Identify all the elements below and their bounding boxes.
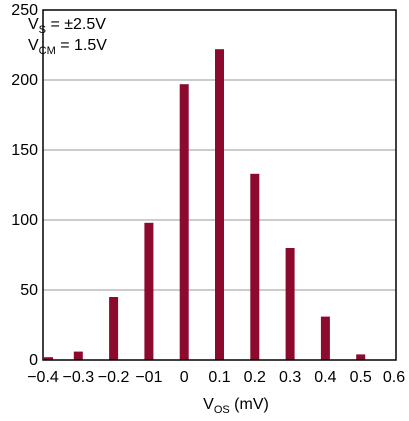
- y-tick-label-4: 200: [11, 72, 38, 89]
- x-tick-label-9: 0.5: [350, 369, 372, 386]
- plot-frame: [42, 9, 397, 361]
- y-tick-label-1: 50: [20, 282, 38, 299]
- bar-4: [179, 84, 189, 360]
- bar-1: [73, 351, 83, 360]
- bar-7: [285, 248, 295, 360]
- annotation-vcm-sub: CM: [39, 45, 56, 57]
- y-tick-labels: 0 50 100 150 200 250: [11, 2, 38, 369]
- y-tick-label-2: 100: [11, 212, 38, 229]
- bar-2: [109, 297, 119, 360]
- x-tick-label-7: 0.3: [279, 369, 301, 386]
- annotations: VS = ±2.5V VCM = 1.5V: [28, 16, 107, 57]
- x-tick-label-4: 0: [180, 369, 189, 386]
- x-axis-label-main: V: [203, 396, 214, 413]
- bar-6: [250, 173, 260, 360]
- bar-0: [44, 357, 53, 360]
- x-tick-label-8: 0.4: [314, 369, 336, 386]
- x-tick-label-10: 0.6: [383, 369, 405, 386]
- bar-9: [356, 354, 366, 360]
- annotation-vcm-rest: = 1.5V: [56, 37, 107, 54]
- x-tick-label-2: −0.2: [98, 369, 130, 386]
- bar-8: [320, 316, 330, 360]
- bar-5: [215, 49, 224, 360]
- x-tick-label-1: −0.3: [63, 369, 95, 386]
- bar-3: [144, 222, 154, 360]
- annotation-vs-rest: = ±2.5V: [46, 16, 106, 33]
- x-axis-label: VOS (mV): [203, 396, 269, 416]
- x-tick-label-0: −0.4: [27, 369, 59, 386]
- annotation-vs-main: V: [28, 16, 39, 33]
- x-tick-label-3: −01: [135, 369, 162, 386]
- x-axis-label-sub: OS: [214, 404, 230, 416]
- annotation-vcm: VCM = 1.5V: [28, 37, 107, 57]
- x-tick-labels: −0.4 −0.3 −0.2 −01 0 0.1 0.2 0.3 0.4 0.5 0.6: [27, 369, 405, 386]
- annotation-vcm-main: V: [28, 37, 39, 54]
- y-tick-label-5: 250: [11, 2, 38, 19]
- y-tick-label-0: 0: [29, 352, 38, 369]
- x-tick-label-5: 0.1: [208, 369, 230, 386]
- y-tick-label-3: 150: [11, 142, 38, 159]
- bars: [44, 49, 366, 360]
- x-tick-label-6: 0.2: [244, 369, 266, 386]
- annotation-vs-sub: S: [39, 24, 46, 36]
- x-axis-label-unit: (mV): [230, 396, 269, 413]
- annotation-vs: VS = ±2.5V: [28, 16, 106, 36]
